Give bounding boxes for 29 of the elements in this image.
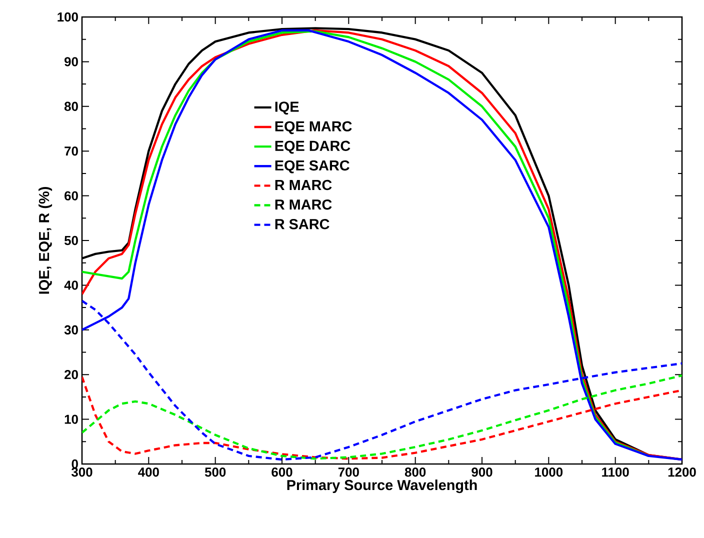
x-tick-label: 300 <box>71 468 92 477</box>
y-tick-label: 80 <box>64 102 78 111</box>
y-tick-label: 90 <box>64 57 78 66</box>
x-tick-label: 1000 <box>535 468 563 477</box>
x-tick-label: 800 <box>404 468 426 477</box>
legend-label: IQE <box>275 102 299 115</box>
x-tick-label: 500 <box>204 468 226 477</box>
legend-label: R MARC <box>275 180 332 190</box>
x-tick-label: 700 <box>338 468 359 477</box>
legend-label: EQE MARC <box>275 121 352 134</box>
y-axis-title: IQE, EQE, R (%) <box>38 187 52 294</box>
y-tick-label: 100 <box>58 12 78 22</box>
y-tick-label: 40 <box>64 280 78 290</box>
x-axis-title: Primary Source Wavelength <box>287 480 477 494</box>
y-tick-label: 10 <box>64 414 78 424</box>
x-tick-label: 600 <box>272 468 292 477</box>
legend-label: EQE DARC <box>275 140 350 154</box>
y-tick-label: 60 <box>64 191 78 200</box>
legend-label: EQE SARC <box>275 160 350 174</box>
x-tick-label: 400 <box>138 468 159 477</box>
y-tick-label: 20 <box>64 370 78 380</box>
x-tick-label: 900 <box>472 468 492 477</box>
legend-label: R SARC <box>275 219 330 230</box>
x-tick-label: 1200 <box>668 468 696 477</box>
y-tick-label: 50 <box>64 236 78 246</box>
legend-label: R MARC <box>275 199 332 210</box>
y-tick-label: 30 <box>64 325 78 334</box>
y-tick-label: 70 <box>64 146 78 156</box>
x-tick-label: 1100 <box>602 468 629 477</box>
